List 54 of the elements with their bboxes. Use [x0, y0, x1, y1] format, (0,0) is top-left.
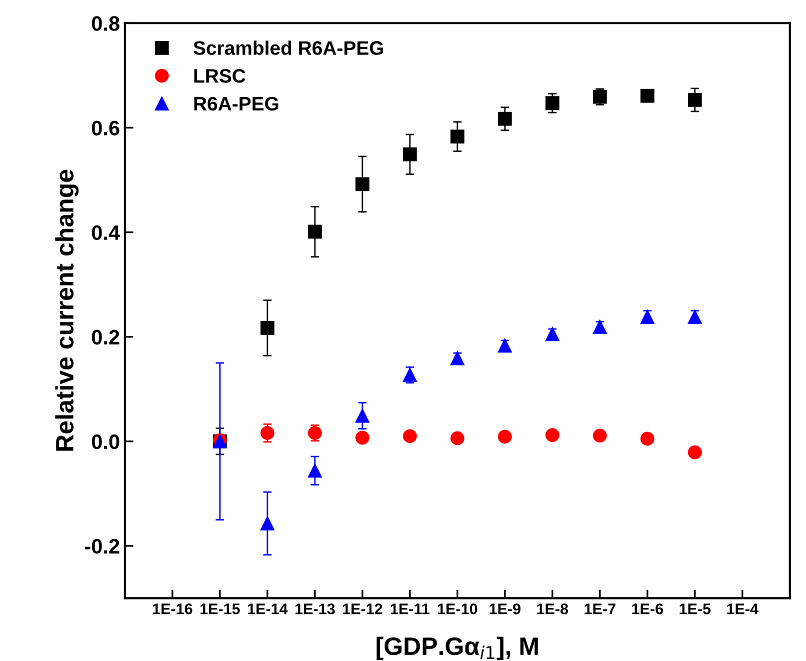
x-tick-label: 1E-11	[390, 604, 430, 614]
x-tick-label: 1E-8	[537, 603, 568, 614]
legend-label: Scrambled R6A-PEG	[194, 40, 384, 55]
point	[592, 428, 607, 443]
point	[498, 112, 512, 126]
point	[545, 96, 560, 110]
point	[640, 310, 654, 324]
x-tick-label: 1E-15	[200, 604, 240, 614]
x-tick-label: 1E-5	[680, 604, 711, 614]
x-tick-label: 1E-12	[342, 603, 382, 614]
point	[640, 88, 654, 103]
legend-label: R6A-PEG	[194, 96, 278, 111]
point	[355, 408, 370, 423]
point	[592, 320, 607, 334]
x-tick-label: 1E-7	[584, 604, 616, 614]
x-tick-label: 1E-4	[727, 604, 758, 614]
y-tick-label: -0.2	[84, 538, 120, 554]
x-tick-label: 1E-6	[632, 603, 663, 614]
point	[640, 432, 654, 446]
x-tick-label: 1E-14	[248, 604, 288, 614]
point	[260, 320, 274, 335]
y-tick-label: 0.4	[92, 225, 120, 240]
point	[450, 351, 464, 366]
point	[450, 130, 464, 144]
point	[688, 445, 702, 460]
point	[260, 516, 274, 530]
y-tick-label: 0.0	[92, 434, 120, 450]
point	[688, 93, 702, 107]
point	[545, 327, 560, 342]
point	[308, 426, 322, 440]
point	[450, 431, 464, 446]
point	[402, 147, 417, 162]
legend-label: LRSC	[194, 68, 246, 83]
y-axis-title: Relative current change	[55, 170, 79, 451]
point	[402, 368, 417, 382]
point	[355, 177, 370, 192]
point	[355, 430, 370, 445]
y-tick-label: 0.8	[92, 16, 120, 31]
y-tick-label: 0.6	[92, 120, 120, 136]
point	[545, 428, 560, 442]
point	[308, 464, 322, 478]
x-axis-title: [GDP.Gα$_{i1}$], M	[376, 636, 538, 660]
point	[592, 90, 607, 104]
point	[498, 430, 512, 444]
x-tick-label: 1E-9	[490, 603, 520, 614]
point	[498, 338, 512, 353]
y-tick-label: 0.2	[92, 330, 120, 345]
x-tick-label: 1E-10	[438, 603, 478, 614]
point	[688, 310, 702, 324]
point	[308, 224, 322, 239]
x-tick-label: 1E-13	[295, 603, 335, 614]
point	[260, 426, 274, 440]
x-tick-label: 1E-16	[153, 603, 192, 614]
point	[402, 429, 417, 444]
